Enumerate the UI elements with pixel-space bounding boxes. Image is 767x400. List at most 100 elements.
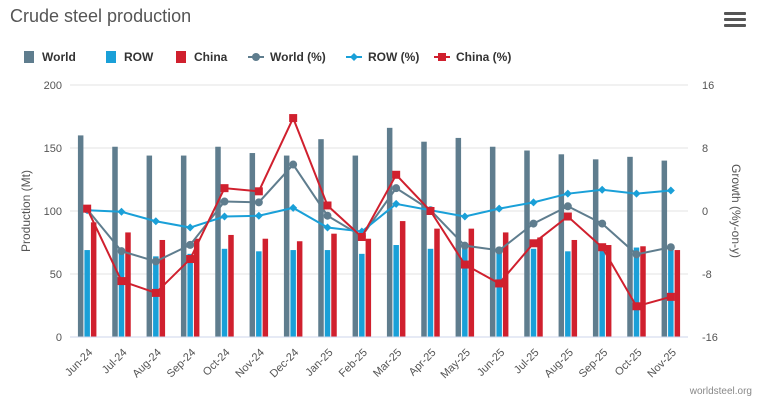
point-row-pct	[598, 185, 607, 194]
point-china-pct	[563, 212, 572, 221]
bar-china	[537, 237, 543, 337]
bar-world	[318, 139, 324, 337]
legend-item-world-[interactable]: World (%)	[248, 50, 326, 64]
bar-world	[421, 141, 427, 337]
y2-tick-label: -16	[702, 332, 718, 344]
x-tick-label: Dec-24	[268, 347, 302, 381]
y2-axis-title: Growth (%y-on-y)	[729, 164, 743, 258]
point-world-pct	[392, 184, 401, 193]
point-china-pct	[666, 292, 675, 301]
point-china-pct	[357, 232, 366, 241]
x-tick-label: May-25	[439, 347, 473, 381]
source-credit[interactable]: worldsteel.org	[689, 386, 752, 397]
hamburger-menu-icon[interactable]	[724, 12, 746, 30]
point-row-pct	[632, 189, 641, 198]
legend-swatch	[24, 51, 34, 63]
bar-china	[159, 239, 166, 337]
point-row-pct	[392, 199, 401, 208]
point-world-pct	[254, 198, 263, 207]
x-tick-label: Jun-24	[63, 347, 95, 379]
y2-tick-label: -8	[702, 269, 712, 281]
legend-item-world[interactable]: World	[24, 50, 76, 64]
legend-label: China	[194, 50, 228, 64]
bar-row	[187, 253, 193, 337]
y-tick-label: 50	[50, 269, 62, 281]
point-china-pct	[426, 207, 435, 215]
x-tick-label: Sep-25	[577, 347, 611, 381]
bar-china	[331, 233, 337, 337]
bar-china	[468, 228, 475, 337]
bar-world	[592, 159, 599, 337]
legend-item-china-[interactable]: China (%)	[434, 50, 511, 64]
x-tick-label: Nov-25	[645, 347, 679, 381]
x-tick-label: Jun-25	[475, 347, 507, 379]
bar-world	[146, 155, 153, 337]
point-row-pct	[666, 186, 675, 195]
point-world-pct	[289, 160, 298, 169]
point-world-pct	[151, 257, 160, 266]
point-row-pct	[254, 211, 263, 220]
x-tick-label: Sep-24	[165, 347, 199, 381]
bar-row	[599, 248, 605, 337]
x-tick-label: Aug-24	[130, 347, 164, 381]
point-world-pct	[632, 250, 641, 259]
bar-china	[674, 250, 681, 337]
point-row-pct	[460, 212, 469, 221]
point-world-pct	[563, 202, 572, 211]
x-tick-label: Nov-24	[233, 347, 267, 381]
chart-title: Crude steel production	[10, 6, 192, 26]
legend-marker	[438, 53, 446, 61]
y-tick-label: 150	[44, 143, 62, 155]
bar-china	[296, 241, 303, 337]
line-world-	[86, 162, 672, 263]
y-tick-label: 200	[44, 80, 62, 92]
legend-label: World	[42, 50, 76, 64]
bar-world	[249, 153, 256, 337]
legend-marker	[350, 53, 358, 61]
legend-item-row[interactable]: ROW	[106, 50, 154, 64]
bar-row	[427, 248, 434, 337]
x-tick-label: Oct-24	[201, 347, 233, 379]
bar-world	[558, 154, 565, 337]
bar-world	[180, 155, 187, 337]
bar-row	[393, 245, 399, 337]
y-axis-title: Production (Mt)	[19, 170, 33, 252]
bar-row	[84, 250, 90, 337]
x-tick-label: Apr-25	[407, 347, 439, 379]
y-tick-label: 0	[56, 332, 62, 344]
legend-label: World (%)	[270, 50, 326, 64]
y2-tick-label: 8	[702, 143, 708, 155]
legend-item-china[interactable]: China	[176, 50, 228, 64]
bar-world	[77, 135, 84, 337]
bar-world	[489, 146, 496, 337]
point-china-pct	[598, 243, 607, 252]
point-row-pct	[220, 212, 229, 221]
line-china-	[86, 115, 672, 308]
point-row-pct	[117, 207, 126, 216]
legend-label: China (%)	[456, 50, 511, 64]
point-world-pct	[529, 219, 538, 228]
point-world-pct	[666, 243, 675, 252]
legend-swatch	[106, 51, 116, 63]
bars	[77, 127, 681, 337]
x-tick-label: Jan-25	[303, 347, 335, 379]
y-tick-label: 100	[44, 206, 62, 218]
bar-china	[640, 246, 646, 337]
point-china-pct	[323, 201, 332, 210]
point-row-pct	[151, 217, 160, 226]
legend: World ROW China World (%) ROW (%) China (%)	[24, 50, 511, 64]
point-world-pct	[495, 246, 504, 255]
bar-row	[256, 251, 262, 337]
point-row-pct	[563, 189, 572, 198]
point-china-pct	[392, 170, 401, 179]
bar-row	[290, 250, 296, 337]
point-china-pct	[632, 302, 641, 311]
bar-china	[571, 239, 578, 337]
point-china-pct	[151, 288, 160, 297]
point-china-pct	[83, 204, 92, 213]
x-tick-label: Mar-25	[371, 347, 404, 380]
legend-item-row-[interactable]: ROW (%)	[346, 50, 419, 64]
bar-row	[462, 246, 468, 337]
bar-china	[125, 232, 131, 337]
point-row-pct	[323, 223, 332, 232]
